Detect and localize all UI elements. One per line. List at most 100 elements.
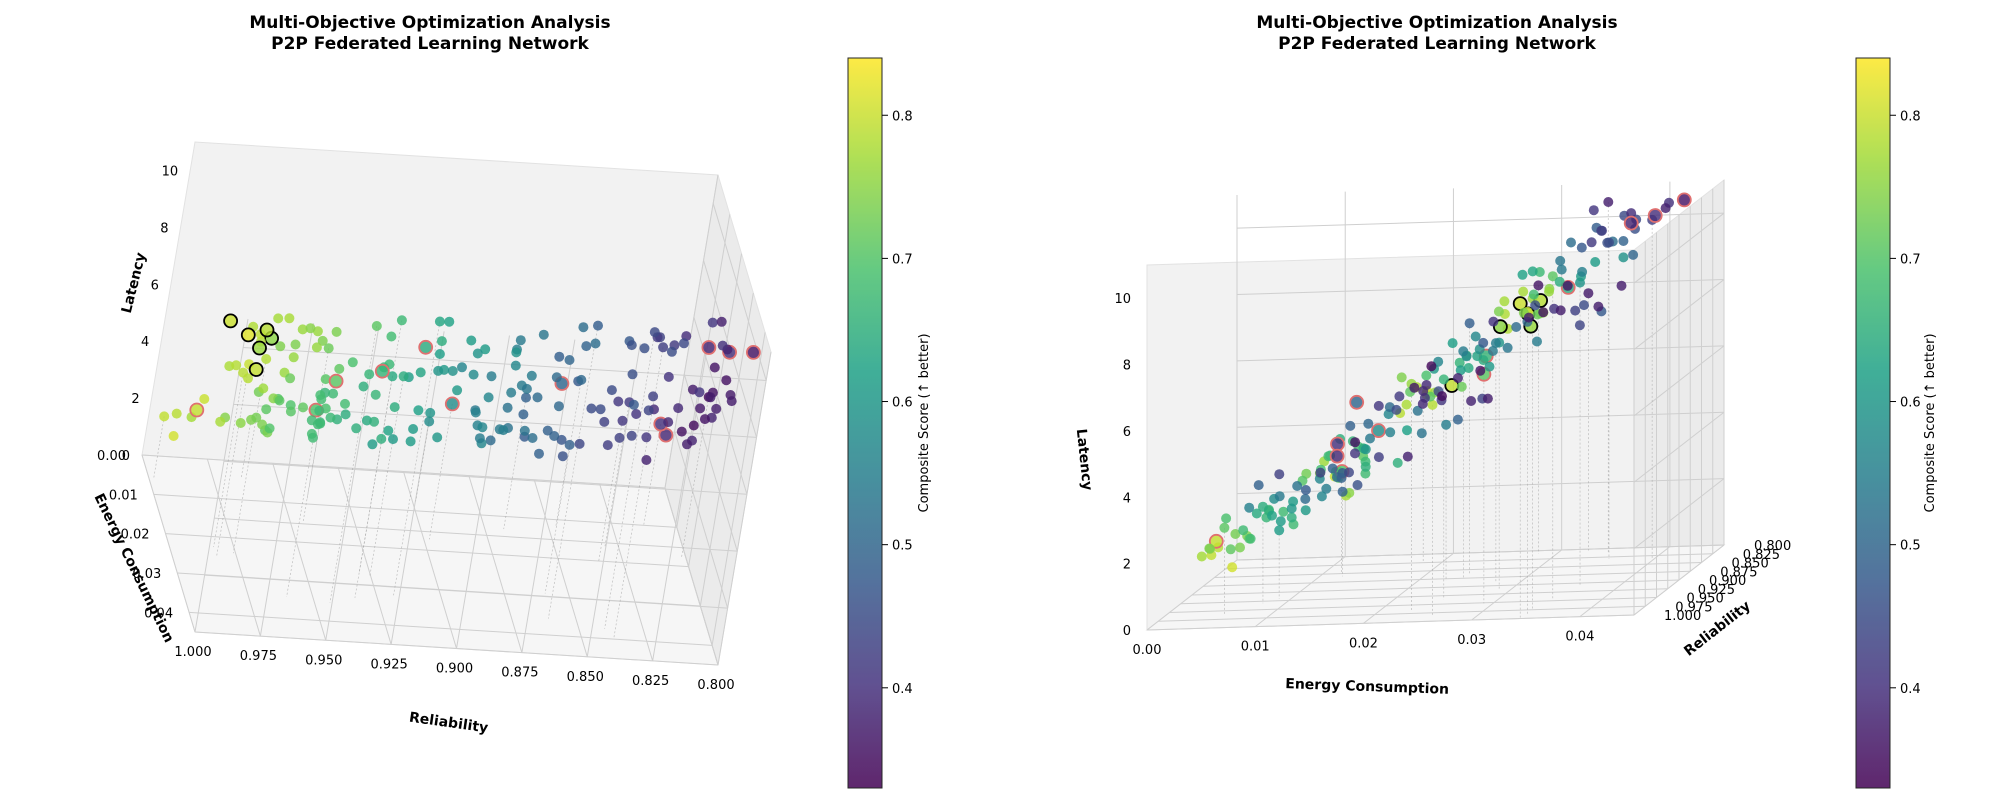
data-point	[1538, 307, 1549, 318]
projection-line	[240, 419, 252, 478]
tick-label: 0.03	[132, 567, 161, 582]
data-point	[223, 313, 239, 329]
data-point	[264, 423, 275, 434]
data-point	[331, 326, 342, 337]
data-point	[215, 416, 226, 427]
data-point	[1394, 391, 1405, 402]
data-point	[444, 316, 455, 327]
data-point	[1517, 269, 1528, 280]
data-point	[1456, 381, 1467, 392]
tick-label: 0	[122, 449, 130, 464]
data-point	[1227, 562, 1238, 573]
data-point	[721, 375, 732, 386]
data-point	[1238, 525, 1249, 536]
data-point	[726, 396, 737, 407]
tick-label: 0.825	[632, 674, 669, 689]
data-point	[1455, 365, 1466, 376]
tick-label: 2	[1123, 558, 1131, 573]
colorbar-tick-label: 0.7	[892, 252, 913, 267]
tick-label: 8	[160, 221, 168, 236]
data-point	[1660, 203, 1671, 214]
data-point	[1452, 414, 1463, 425]
data-point	[666, 346, 677, 357]
projection-line	[306, 422, 321, 499]
data-point	[470, 407, 481, 418]
data-point	[1244, 502, 1255, 513]
data-point	[466, 335, 477, 346]
data-point	[599, 416, 610, 427]
left-3d-scatter-panel: Multi-Objective Optimization Analysis P2P…	[91, 13, 772, 736]
data-point	[408, 424, 419, 434]
data-point	[1409, 382, 1420, 393]
data-point	[1555, 255, 1566, 266]
data-point	[376, 433, 387, 444]
data-point	[1518, 286, 1529, 297]
tick-label: 0.950	[305, 653, 342, 668]
data-point	[1330, 436, 1345, 452]
tick-label: 0.04	[144, 606, 173, 621]
data-point	[314, 405, 325, 416]
data-point	[398, 371, 409, 382]
data-point	[340, 398, 350, 409]
data-point	[701, 340, 717, 355]
data-point	[425, 407, 436, 418]
right-gridlines	[1146, 180, 1725, 631]
data-point	[432, 432, 443, 443]
data-point	[1350, 437, 1361, 448]
data-point	[1626, 208, 1637, 219]
data-point	[1499, 296, 1510, 307]
data-point	[1363, 418, 1374, 429]
data-point	[521, 383, 532, 394]
data-point	[590, 338, 601, 349]
left-tick-labels: 1.000 0.975 0.950 0.925 0.900 0.875 0.850 0.825…	[97, 164, 735, 693]
data-point	[1245, 533, 1256, 544]
data-point	[418, 339, 434, 355]
tick-label: 8	[1123, 359, 1131, 374]
data-point	[1274, 525, 1285, 536]
data-point	[1427, 399, 1438, 410]
data-point	[1350, 448, 1360, 459]
left-gridlines	[141, 174, 772, 666]
data-point	[649, 327, 660, 338]
tick-label: 0.875	[1720, 565, 1757, 580]
data-point	[626, 340, 637, 351]
tick-label: 0.800	[697, 678, 734, 693]
data-point	[1616, 280, 1627, 291]
data-point	[1490, 338, 1501, 349]
data-point	[676, 426, 687, 437]
tick-label: 0.975	[240, 649, 277, 664]
data-point	[1402, 451, 1413, 462]
colorbar-tick-label: 0.5	[892, 539, 913, 554]
data-point	[288, 352, 299, 363]
tick-label: 0.950	[1687, 592, 1724, 607]
data-point	[386, 331, 397, 342]
data-point	[578, 322, 589, 333]
data-point	[1484, 361, 1495, 372]
data-point	[1221, 513, 1232, 524]
data-point	[334, 363, 345, 374]
data-point	[1336, 473, 1347, 483]
data-point	[1570, 305, 1581, 316]
data-point	[628, 399, 639, 410]
data-point	[328, 388, 339, 399]
data-point	[695, 403, 706, 414]
tick-label: 2	[131, 392, 139, 407]
data-point	[316, 394, 327, 405]
data-point	[1204, 543, 1215, 554]
tick-label: 0.850	[1732, 557, 1769, 572]
colorbar-tick-label: 0.8	[1900, 109, 1921, 124]
right-data-points	[1196, 192, 1692, 573]
projection-line	[604, 402, 630, 548]
data-point	[627, 369, 638, 380]
left-colorbar: 0.4 0.5 0.6 0.7 0.8 Composite Score (↑ bette…	[847, 57, 932, 789]
data-point	[1349, 394, 1365, 410]
data-point	[1251, 508, 1262, 519]
data-point	[574, 438, 585, 449]
data-point	[595, 404, 606, 415]
data-point	[613, 396, 624, 407]
data-point	[1463, 363, 1474, 373]
data-point	[447, 366, 458, 376]
data-point	[199, 394, 210, 404]
data-point	[474, 433, 485, 444]
